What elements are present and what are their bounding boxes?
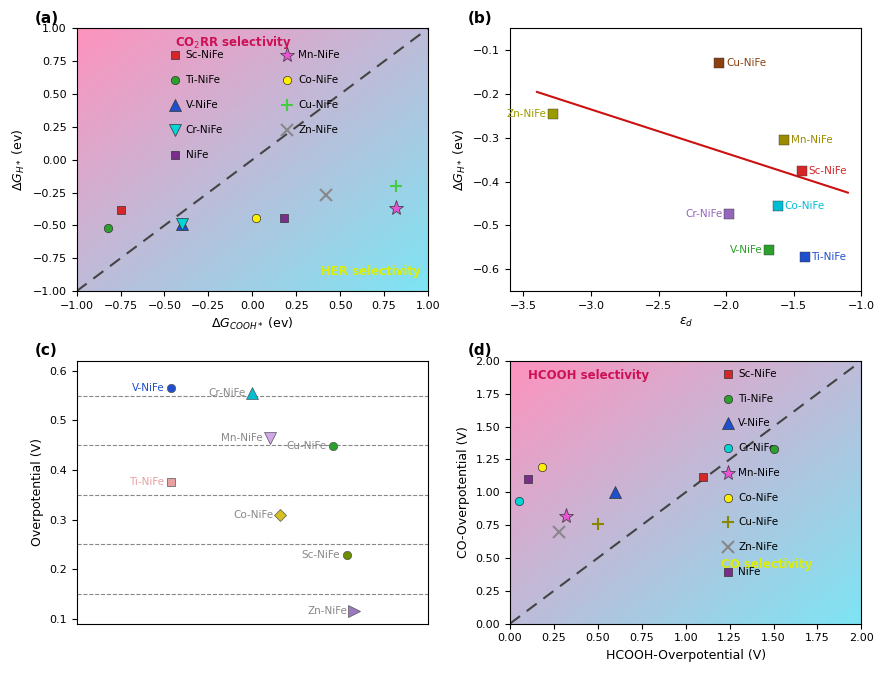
Text: Mn-NiFe: Mn-NiFe [791, 135, 833, 145]
Text: (d): (d) [468, 343, 493, 358]
Text: Ti-NiFe: Ti-NiFe [738, 394, 773, 404]
Text: Cu-NiFe: Cu-NiFe [738, 518, 779, 527]
X-axis label: HCOOH-Overpotential (V): HCOOH-Overpotential (V) [606, 649, 766, 662]
Text: Sc-NiFe: Sc-NiFe [185, 50, 224, 60]
Text: Co-NiFe: Co-NiFe [738, 493, 779, 503]
Text: Sc-NiFe: Sc-NiFe [301, 551, 340, 560]
Text: Mn-NiFe: Mn-NiFe [222, 433, 263, 443]
Text: CO selectivity: CO selectivity [721, 558, 812, 571]
Text: Mn-NiFe: Mn-NiFe [738, 468, 780, 478]
X-axis label: $\Delta G_{COOH*}$ (ev): $\Delta G_{COOH*}$ (ev) [211, 316, 293, 332]
Text: Zn-NiFe: Zn-NiFe [738, 542, 778, 552]
Y-axis label: Overpotential (V): Overpotential (V) [31, 438, 43, 546]
Text: Ti-NiFe: Ti-NiFe [129, 477, 165, 487]
Text: HCOOH selectivity: HCOOH selectivity [527, 369, 649, 382]
Y-axis label: CO-Overpotential (V): CO-Overpotential (V) [457, 427, 470, 558]
Text: Cr-NiFe: Cr-NiFe [185, 125, 222, 135]
Text: (c): (c) [35, 343, 58, 358]
Text: CO$_2$RR selectivity: CO$_2$RR selectivity [175, 34, 291, 50]
Text: Sc-NiFe: Sc-NiFe [738, 369, 777, 379]
Text: Cr-NiFe: Cr-NiFe [738, 443, 775, 453]
Text: Cu-NiFe: Cu-NiFe [298, 100, 338, 110]
X-axis label: $\varepsilon_d$: $\varepsilon_d$ [679, 316, 693, 330]
Text: Ti-NiFe: Ti-NiFe [185, 75, 221, 85]
Text: Cu-NiFe: Cu-NiFe [727, 59, 766, 69]
Text: HER selectivity: HER selectivity [322, 265, 421, 278]
Text: V-NiFe: V-NiFe [132, 383, 165, 393]
Text: V-NiFe: V-NiFe [185, 100, 218, 110]
Text: Cr-NiFe: Cr-NiFe [685, 209, 722, 219]
Y-axis label: $\Delta G_{H*}$ (ev): $\Delta G_{H*}$ (ev) [12, 129, 27, 191]
Text: Co-NiFe: Co-NiFe [784, 201, 825, 211]
Text: Zn-NiFe: Zn-NiFe [307, 606, 347, 616]
Text: Ti-NiFe: Ti-NiFe [812, 252, 846, 262]
Text: Mn-NiFe: Mn-NiFe [298, 50, 339, 60]
Text: Cr-NiFe: Cr-NiFe [208, 388, 245, 398]
Text: Co-NiFe: Co-NiFe [298, 75, 338, 85]
Text: V-NiFe: V-NiFe [730, 245, 763, 255]
Text: (a): (a) [35, 11, 58, 26]
Text: (b): (b) [468, 11, 493, 26]
Text: V-NiFe: V-NiFe [738, 419, 771, 429]
Text: Sc-NiFe: Sc-NiFe [809, 166, 847, 176]
Text: Zn-NiFe: Zn-NiFe [298, 125, 338, 135]
Text: Cu-NiFe: Cu-NiFe [286, 441, 326, 451]
Text: NiFe: NiFe [738, 567, 761, 577]
Text: NiFe: NiFe [185, 149, 208, 160]
Text: Co-NiFe: Co-NiFe [233, 509, 274, 520]
Y-axis label: $\Delta G_{H*}$ (ev): $\Delta G_{H*}$ (ev) [452, 129, 468, 191]
Text: Zn-NiFe: Zn-NiFe [507, 109, 547, 119]
